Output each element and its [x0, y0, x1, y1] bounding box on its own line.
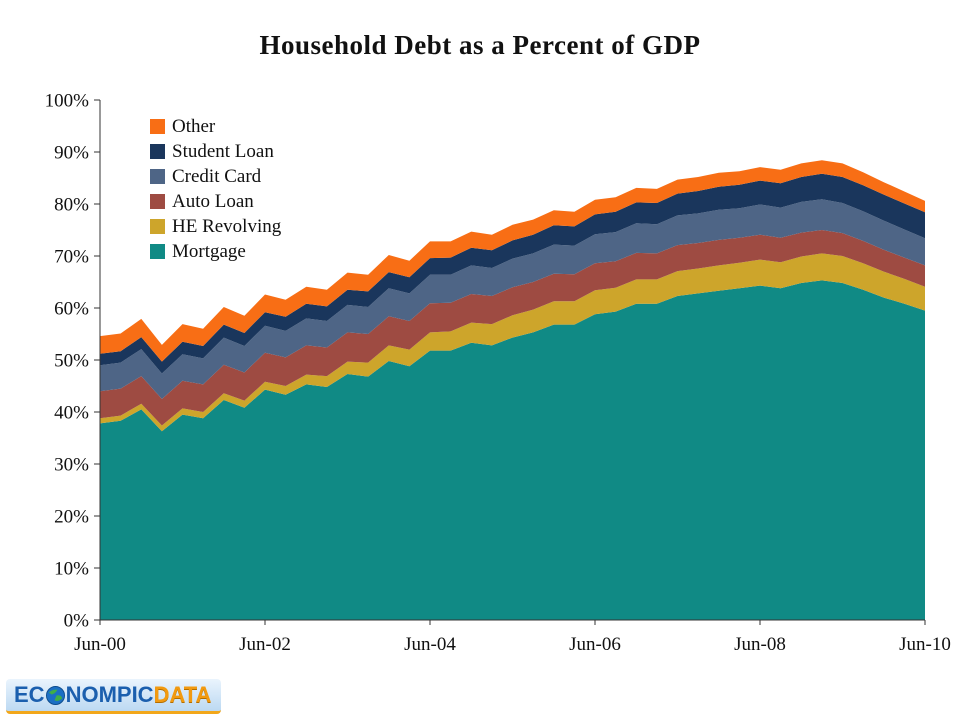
x-tick-label: Jun-04: [404, 634, 456, 655]
legend-item-other: Other: [150, 114, 281, 139]
legend-label-mortgage: Mortgage: [172, 241, 246, 262]
chart-legend: Other Student Loan Credit Card Auto Loan…: [150, 114, 281, 264]
legend-swatch-mortgage: [150, 244, 165, 259]
y-tick-label: 50%: [54, 351, 89, 372]
area-credit-card: [100, 199, 925, 399]
legend-swatch-he-revolving: [150, 219, 165, 234]
area-auto-loan: [100, 230, 925, 426]
economicpic-logo: EC NOMPIC DATA: [6, 679, 222, 714]
y-tick-label: 40%: [54, 403, 89, 424]
legend-item-he-revolving: HE Revolving: [150, 214, 281, 239]
legend-item-student-loan: Student Loan: [150, 139, 281, 164]
legend-label-auto-loan: Auto Loan: [172, 191, 254, 212]
x-tick-label: Jun-00: [74, 634, 126, 655]
y-tick-label: 0%: [64, 611, 90, 632]
area-he-revolving: [100, 253, 925, 432]
legend-label-other: Other: [172, 116, 216, 137]
logo-text-mid: NOMPIC: [65, 682, 154, 707]
legend-label-credit-card: Credit Card: [172, 166, 262, 187]
x-tick-label: Jun-02: [239, 634, 291, 655]
area-mortgage: [100, 280, 925, 620]
x-tick-label: Jun-10: [899, 634, 951, 655]
x-tick-label: Jun-08: [734, 634, 786, 655]
y-tick-label: 70%: [54, 247, 89, 268]
y-tick-label: 30%: [54, 455, 89, 476]
legend-label-he-revolving: HE Revolving: [172, 216, 282, 237]
legend-swatch-student-loan: [150, 144, 165, 159]
y-tick-label: 60%: [54, 299, 89, 320]
chart-title: Household Debt as a Percent of GDP: [259, 30, 701, 60]
area-student-loan: [100, 173, 925, 374]
x-tick-label: Jun-06: [569, 634, 621, 655]
legend-label-student-loan: Student Loan: [172, 141, 274, 162]
y-tick-label: 100%: [45, 91, 90, 112]
logo-text-right: DATA: [153, 682, 212, 707]
legend-item-mortgage: Mortgage: [150, 239, 281, 264]
globe-icon: [45, 685, 65, 705]
stacked-area-chart: 0% 10% 20% 30% 40% 50% 60% 70% 80% 90% 100% Jun-00 J…: [45, 91, 951, 656]
logo-text-left: EC: [14, 682, 45, 707]
y-tick-label: 10%: [54, 559, 89, 580]
y-tick-label: 90%: [54, 143, 89, 164]
y-tick-label: 80%: [54, 195, 89, 216]
area-other: [100, 160, 925, 362]
legend-item-credit-card: Credit Card: [150, 164, 281, 189]
y-tick-label: 20%: [54, 507, 89, 528]
legend-swatch-credit-card: [150, 169, 165, 184]
legend-swatch-auto-loan: [150, 194, 165, 209]
legend-swatch-other: [150, 119, 165, 134]
legend-item-auto-loan: Auto Loan: [150, 189, 281, 214]
